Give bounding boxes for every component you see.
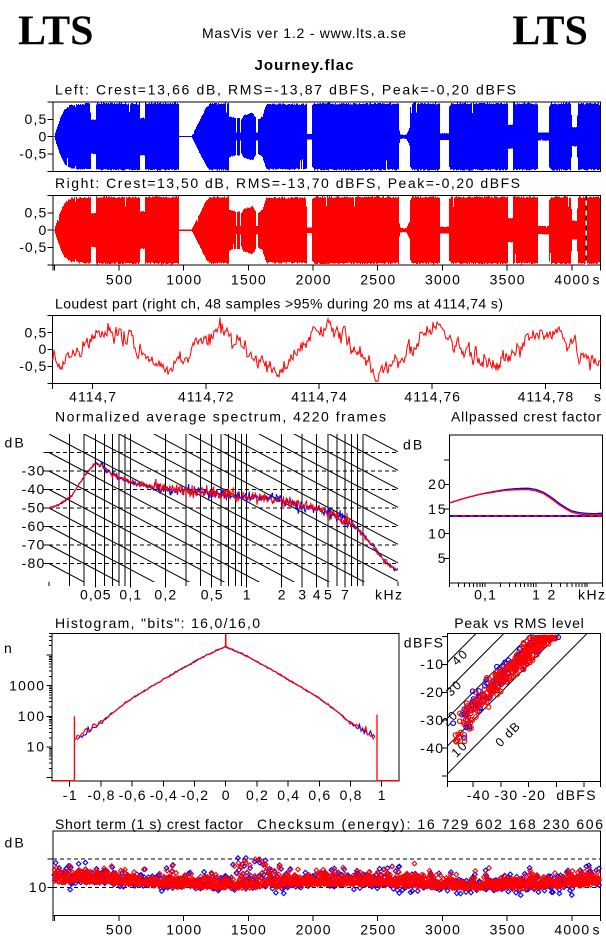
svg-text:1: 1 (532, 587, 540, 603)
svg-text:3500: 3500 (490, 272, 525, 288)
svg-text:-1: -1 (63, 787, 77, 803)
svg-text:0,8: 0,8 (340, 787, 362, 803)
svg-text:1000: 1000 (166, 272, 201, 288)
svg-text:4114,74: 4114,74 (291, 389, 347, 405)
svg-text:2000: 2000 (296, 921, 331, 937)
svg-text:-10: -10 (420, 656, 443, 672)
svg-text:0,6: 0,6 (308, 787, 330, 803)
svg-text:-0,8: -0,8 (87, 787, 114, 803)
svg-text:dBFS: dBFS (404, 635, 443, 651)
svg-text:-0,5: -0,5 (19, 358, 46, 374)
svg-text:kHz: kHz (375, 587, 402, 603)
svg-text:2: 2 (278, 587, 286, 603)
svg-text:-30: -30 (22, 463, 45, 479)
svg-text:-70: -70 (22, 537, 45, 553)
svg-text:Left: Crest=13,66 dB, RMS=-13,: Left: Crest=13,66 dB, RMS=-13,87 dBFS, P… (55, 82, 516, 98)
svg-text:0: 0 (39, 128, 47, 144)
svg-text:4114,7: 4114,7 (69, 389, 116, 405)
svg-text:0,1: 0,1 (474, 587, 496, 603)
svg-text:1000: 1000 (166, 921, 201, 937)
svg-text:5: 5 (438, 550, 446, 566)
svg-text:0,05: 0,05 (80, 587, 111, 603)
svg-text:3500: 3500 (490, 921, 525, 937)
svg-text:-60: -60 (22, 518, 45, 534)
svg-text:2: 2 (548, 587, 556, 603)
svg-text:-0,2: -0,2 (181, 787, 208, 803)
svg-text:10: 10 (29, 879, 47, 895)
svg-text:-80: -80 (22, 555, 45, 571)
svg-text:LTS: LTS (18, 9, 94, 55)
svg-text:4000: 4000 (554, 921, 589, 937)
svg-text:1: 1 (243, 587, 251, 603)
svg-text:1: 1 (378, 787, 386, 803)
svg-text:3000: 3000 (425, 272, 460, 288)
svg-text:0,5: 0,5 (25, 205, 47, 221)
svg-text:4: 4 (313, 587, 321, 603)
svg-text:Checksum (energy): 16 729 602: Checksum (energy): 16 729 602 168 230 60… (257, 816, 603, 832)
svg-text:-30: -30 (420, 712, 443, 728)
svg-text:4114,78: 4114,78 (518, 389, 574, 405)
svg-text:1000: 1000 (9, 677, 44, 693)
svg-text:15: 15 (428, 501, 446, 517)
svg-text:0,5: 0,5 (25, 111, 47, 127)
svg-text:0,5: 0,5 (25, 324, 47, 340)
svg-text:3000: 3000 (425, 921, 460, 937)
svg-text:-0,5: -0,5 (19, 146, 46, 162)
svg-text:-40: -40 (22, 481, 45, 497)
svg-text:kHz: kHz (578, 587, 605, 603)
svg-text:Right: Crest=13,50 dB, RMS=-13: Right: Crest=13,50 dB, RMS=-13,70 dBFS, … (55, 175, 520, 191)
svg-text:-30: -30 (495, 787, 518, 803)
svg-text:-40: -40 (420, 740, 443, 756)
svg-text:MasVis ver 1.2 - www.lts.a.se: MasVis ver 1.2 - www.lts.a.se (202, 25, 406, 41)
svg-text:10: 10 (428, 525, 446, 541)
svg-text:20: 20 (428, 476, 446, 492)
svg-text:0: 0 (39, 222, 47, 238)
svg-text:0,1: 0,1 (119, 587, 141, 603)
svg-text:dBFS: dBFS (556, 787, 595, 803)
svg-text:dB: dB (5, 435, 24, 451)
svg-text:-0,6: -0,6 (119, 787, 146, 803)
svg-text:Allpassed crest factor: Allpassed crest factor (451, 409, 601, 425)
svg-text:4114,76: 4114,76 (404, 389, 460, 405)
svg-text:n: n (4, 640, 12, 656)
svg-text:Normalized average spectrum, 4: Normalized average spectrum, 4220 frames (55, 409, 386, 425)
svg-text:0,2: 0,2 (246, 787, 268, 803)
svg-text:LTS: LTS (512, 9, 588, 55)
svg-text:-0,5: -0,5 (19, 239, 46, 255)
svg-text:1500: 1500 (231, 272, 266, 288)
svg-text:0: 0 (222, 787, 230, 803)
svg-text:-20: -20 (522, 787, 545, 803)
svg-text:-40: -40 (467, 787, 490, 803)
svg-text:5: 5 (324, 587, 332, 603)
svg-text:0: 0 (39, 341, 47, 357)
svg-text:s: s (593, 272, 600, 288)
svg-text:Peak vs RMS level: Peak vs RMS level (454, 615, 584, 631)
svg-text:7: 7 (341, 587, 349, 603)
svg-text:2500: 2500 (360, 921, 395, 937)
svg-text:0,4: 0,4 (277, 787, 299, 803)
svg-text:-20: -20 (420, 684, 443, 700)
svg-text:Histogram, "bits": 16,0/16,0: Histogram, "bits": 16,0/16,0 (55, 615, 260, 631)
svg-text:-50: -50 (22, 500, 45, 516)
svg-text:4114,72: 4114,72 (178, 389, 234, 405)
svg-text:Journey.flac: Journey.flac (255, 57, 354, 74)
svg-text:100: 100 (18, 708, 44, 724)
svg-text:500: 500 (106, 921, 132, 937)
svg-text:2500: 2500 (360, 272, 395, 288)
svg-text:4000: 4000 (554, 272, 589, 288)
svg-text:2000: 2000 (296, 272, 331, 288)
svg-text:0,2: 0,2 (154, 587, 176, 603)
svg-text:1500: 1500 (231, 921, 266, 937)
svg-text:s: s (593, 921, 600, 937)
svg-text:dB: dB (5, 835, 24, 851)
svg-text:3: 3 (298, 587, 306, 603)
svg-text:10: 10 (27, 739, 45, 755)
svg-text:dB: dB (403, 437, 422, 453)
svg-text:Short term (1 s) crest factor: Short term (1 s) crest factor (55, 816, 243, 832)
svg-text:500: 500 (106, 272, 132, 288)
svg-text:0,5: 0,5 (201, 587, 223, 603)
svg-text:-0,4: -0,4 (150, 787, 177, 803)
svg-text:Loudest part (right ch, 48 sam: Loudest part (right ch, 48 samples >95% … (55, 296, 503, 312)
svg-text:s: s (594, 389, 601, 405)
